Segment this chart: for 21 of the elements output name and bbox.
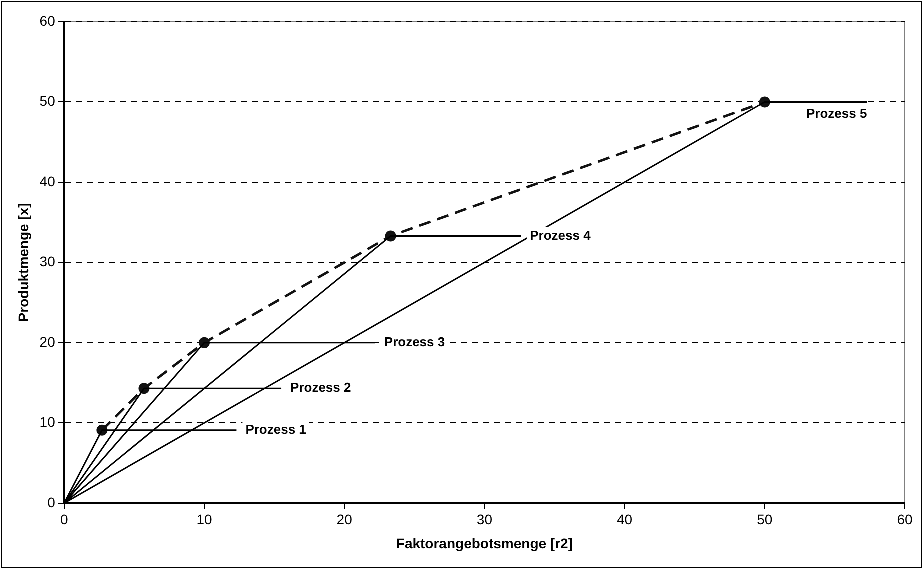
x-tick-label: 10	[196, 512, 212, 528]
y-tick-label: 0	[48, 494, 56, 510]
series-label: Prozess 2	[290, 380, 352, 396]
x-tick-label: 30	[476, 512, 493, 528]
y-tick-label: 40	[40, 173, 56, 190]
y-tick-label: 20	[40, 334, 56, 350]
x-tick-label: 40	[617, 512, 633, 528]
y-tick-label: 50	[40, 93, 56, 110]
series-label: Prozess 4	[530, 228, 592, 243]
y-tick-label: 10	[40, 414, 56, 430]
x-tick-label: 50	[757, 512, 773, 528]
series-label: Prozess 3	[384, 334, 446, 350]
x-axis-title: Faktorangebotsmenge [r2]	[396, 535, 573, 552]
series-label: Prozess 1	[246, 422, 306, 437]
y-tick-label: 30	[40, 254, 56, 270]
x-tick-label: 0	[60, 512, 68, 528]
y-tick-label: 60	[40, 12, 56, 29]
series-label: Prozess 5	[806, 106, 868, 121]
y-axis-title: Produktmenge [x]	[15, 203, 32, 322]
x-tick-label: 60	[897, 512, 913, 528]
x-tick-label: 20	[336, 512, 353, 528]
